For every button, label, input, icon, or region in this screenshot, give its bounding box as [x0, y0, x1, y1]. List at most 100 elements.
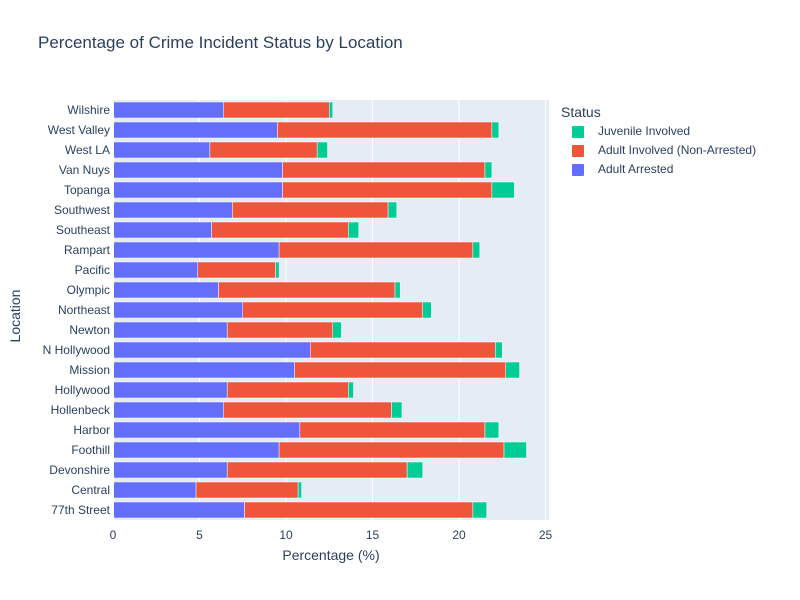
y-tick-label: Devonshire: [49, 463, 110, 477]
bar-adult-involved-non-arrested: [226, 321, 333, 339]
bar-adult-involved-non-arrested: [223, 401, 392, 419]
y-tick-label: Hollywood: [55, 383, 110, 397]
bar-adult-arrested: [112, 421, 301, 439]
bar-juvenile-involved: [472, 501, 487, 519]
bar-adult-arrested: [112, 181, 283, 199]
bar-adult-involved-non-arrested: [278, 441, 505, 459]
legend-label: Juvenile Involved: [598, 124, 691, 138]
legend-label: Adult Involved (Non-Arrested): [598, 143, 757, 157]
bar-adult-involved-non-arrested: [218, 281, 396, 299]
y-tick-label: Hollenbeck: [51, 403, 111, 417]
bar-juvenile-involved: [505, 361, 520, 379]
y-tick-label: Olympic: [67, 283, 110, 297]
y-tick-label: Northeast: [58, 303, 111, 317]
y-tick-label: N Hollywood: [43, 343, 110, 357]
bar-adult-arrested: [112, 221, 212, 239]
legend-label: Adult Arrested: [598, 162, 674, 176]
bar-adult-involved-non-arrested: [226, 381, 349, 399]
bar-adult-involved-non-arrested: [294, 361, 506, 379]
y-tick-label: Mission: [69, 363, 110, 377]
bar-adult-involved-non-arrested: [278, 241, 474, 259]
bar-adult-arrested: [112, 141, 211, 159]
bar-juvenile-involved: [348, 381, 354, 399]
bar-adult-arrested: [112, 281, 219, 299]
legend-swatch: [572, 145, 584, 157]
x-tick-label: 10: [279, 528, 293, 542]
x-tick-label: 25: [539, 528, 553, 542]
bar-juvenile-involved: [491, 181, 515, 199]
bar-juvenile-involved: [394, 281, 401, 299]
bar-adult-arrested: [112, 101, 224, 119]
bar-juvenile-involved: [503, 441, 527, 459]
bar-adult-arrested: [112, 361, 295, 379]
x-tick-label: 20: [452, 528, 466, 542]
bar-adult-arrested: [112, 201, 233, 219]
x-tick-label: 0: [110, 528, 117, 542]
y-tick-label: Southwest: [54, 203, 111, 217]
y-tick-label: Van Nuys: [59, 163, 110, 177]
bar-adult-involved-non-arrested: [223, 101, 330, 119]
bar-adult-arrested: [112, 341, 311, 359]
bar-adult-arrested: [112, 441, 280, 459]
bar-juvenile-involved: [348, 221, 359, 239]
bar-adult-arrested: [112, 161, 283, 179]
y-tick-label: Harbor: [73, 423, 110, 437]
bar-juvenile-involved: [484, 421, 500, 439]
bar-adult-arrested: [112, 381, 228, 399]
y-tick-label: Wilshire: [67, 103, 110, 117]
y-tick-label: Rampart: [64, 243, 111, 257]
bar-juvenile-involved: [472, 241, 481, 259]
bar-adult-involved-non-arrested: [209, 141, 318, 159]
bar-adult-involved-non-arrested: [277, 121, 493, 139]
y-tick-label: 77th Street: [51, 503, 110, 517]
y-tick-label: Southeast: [56, 223, 111, 237]
bar-adult-arrested: [112, 501, 245, 519]
bar-juvenile-involved: [316, 141, 328, 159]
bar-juvenile-involved: [495, 341, 503, 359]
bar-adult-involved-non-arrested: [242, 301, 423, 319]
bar-adult-involved-non-arrested: [195, 481, 299, 499]
y-tick-label: Topanga: [64, 183, 110, 197]
bar-juvenile-involved: [491, 121, 500, 139]
bar-juvenile-involved: [297, 481, 302, 499]
bar-adult-arrested: [112, 261, 199, 279]
y-tick-label: Central: [71, 483, 110, 497]
bar-juvenile-involved: [406, 461, 423, 479]
bar-adult-arrested: [112, 401, 224, 419]
bar-juvenile-involved: [484, 161, 493, 179]
bar-adult-involved-non-arrested: [282, 161, 486, 179]
bar-adult-arrested: [112, 321, 228, 339]
bar-adult-involved-non-arrested: [226, 461, 408, 479]
bar-adult-arrested: [112, 301, 244, 319]
bar-adult-involved-non-arrested: [299, 421, 486, 439]
x-axis-label: Percentage (%): [282, 547, 379, 563]
bar-adult-involved-non-arrested: [232, 201, 389, 219]
bar-juvenile-involved: [387, 201, 397, 219]
y-axis-label: Location: [7, 290, 23, 343]
x-tick-label: 15: [366, 528, 380, 542]
y-tick-label: West Valley: [48, 123, 110, 137]
legend-title: Status: [561, 104, 601, 120]
y-tick-label: Foothill: [71, 443, 110, 457]
bar-adult-involved-non-arrested: [244, 501, 474, 519]
bar-adult-arrested: [112, 481, 197, 499]
bar-juvenile-involved: [391, 401, 403, 419]
bar-juvenile-involved: [275, 261, 280, 279]
bar-juvenile-involved: [329, 101, 333, 119]
y-tick-label: Newton: [69, 323, 110, 337]
bar-juvenile-involved: [332, 321, 342, 339]
legend-swatch: [572, 164, 584, 176]
x-tick-label: 5: [196, 528, 203, 542]
bar-juvenile-involved: [422, 301, 432, 319]
chart-title: Percentage of Crime Incident Status by L…: [38, 33, 403, 52]
bar-adult-arrested: [112, 241, 280, 259]
legend-swatch: [572, 126, 584, 138]
bar-adult-involved-non-arrested: [211, 221, 349, 239]
bar-adult-involved-non-arrested: [282, 181, 493, 199]
bar-adult-arrested: [112, 461, 228, 479]
y-tick-label: Pacific: [75, 263, 110, 277]
y-tick-label: West LA: [65, 143, 110, 157]
bar-adult-involved-non-arrested: [197, 261, 276, 279]
